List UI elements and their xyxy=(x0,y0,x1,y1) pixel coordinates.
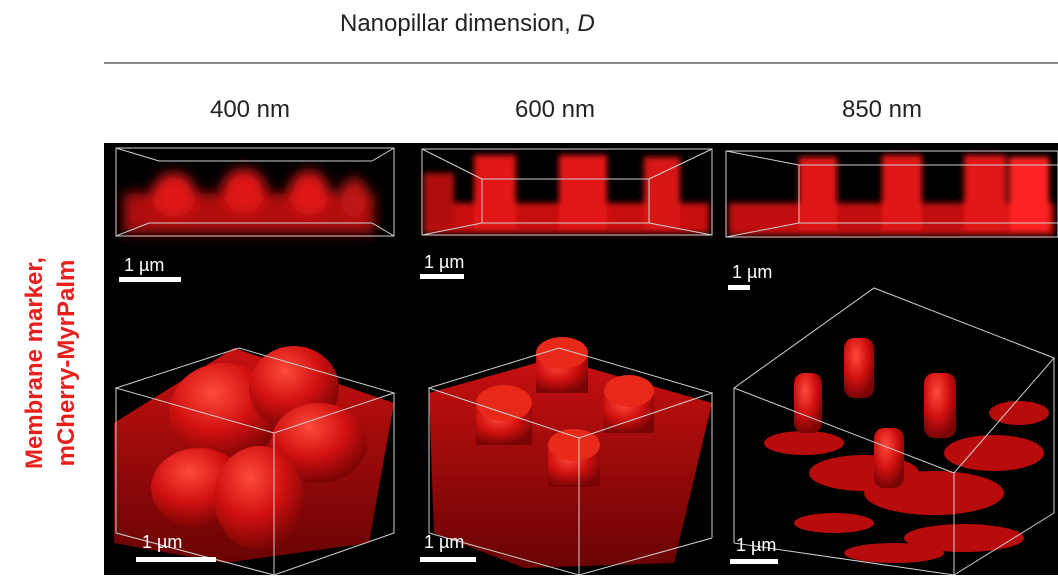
header-title: Nanopillar dimension, D xyxy=(340,10,1040,38)
scalebar-top-600nm: 1 µm xyxy=(420,252,464,279)
scalebar-label: 1 µm xyxy=(424,252,464,272)
surface-render-400nm xyxy=(114,346,396,576)
side-view-400nm xyxy=(115,147,395,237)
row-label-line2: mCherry-MyrPalm xyxy=(53,260,80,467)
column-label-400nm: 400 nm xyxy=(209,96,291,123)
header-title-variable: D xyxy=(577,10,595,37)
header-divider xyxy=(104,62,1058,64)
surface-render-600nm xyxy=(427,337,714,576)
column-label-850nm: 850 nm xyxy=(841,96,923,123)
side-view-850nm xyxy=(725,150,1058,238)
scalebar-bottom-850nm: 1 µm xyxy=(730,535,778,564)
scalebar-bottom-400nm: 1 µm xyxy=(136,532,216,562)
row-label: Membrane marker, mCherry-MyrPalm xyxy=(4,145,94,575)
image-panel: 1 µm 1 µm 1 µm xyxy=(104,143,1058,576)
side-view-600nm xyxy=(421,148,713,236)
scalebar-label: 1 µm xyxy=(124,255,164,275)
surface-render-850nm xyxy=(732,287,1055,576)
scalebar-label: 1 µm xyxy=(142,532,182,552)
header-title-prefix: Nanopillar dimension, xyxy=(340,10,578,37)
scalebar-label: 1 µm xyxy=(736,535,776,555)
scalebar-top-400nm: 1 µm xyxy=(119,255,181,282)
scalebar-top-850nm: 1 µm xyxy=(728,262,772,290)
column-label-600nm: 600 nm xyxy=(514,96,596,123)
scalebar-label: 1 µm xyxy=(424,532,464,552)
scalebar-bottom-600nm: 1 µm xyxy=(420,532,476,562)
scalebar-label: 1 µm xyxy=(732,262,772,282)
microscopy-figure: 1 µm 1 µm 1 µm xyxy=(114,147,1058,576)
row-label-line1: Membrane marker, xyxy=(21,257,48,469)
